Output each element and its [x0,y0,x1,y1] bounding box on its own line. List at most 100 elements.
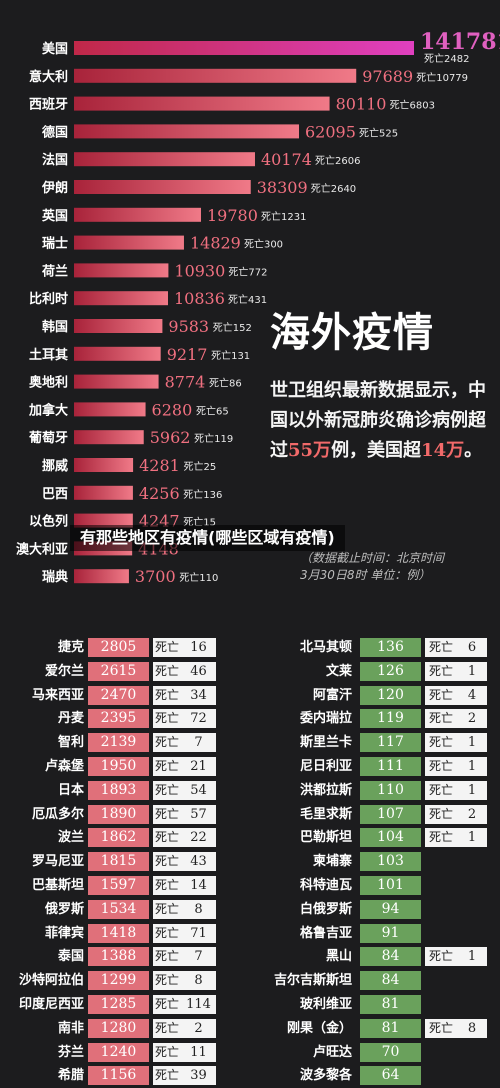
death-label: 死亡2482 [424,52,469,65]
country-name: 委内瑞拉 [299,711,352,727]
table-row: 白俄罗斯 94 [262,898,500,922]
table-row: 巴勒斯坦 104 死亡 1 [262,826,500,850]
table-row: 爱尔兰 2615 死亡 46 [0,660,250,684]
country-name: 捷克 [57,640,84,655]
death-label: 死亡 [153,994,181,1014]
case-count: 101 [360,875,421,895]
category-label: 加拿大 [28,402,68,418]
table-row: 刚果（金） 81 死亡 8 [262,1017,500,1041]
death-count: 1 [457,756,487,776]
case-count: 117 [360,733,421,753]
case-count: 119 [360,709,421,729]
bar [74,180,251,194]
death-label: 死亡 [153,756,181,776]
death-label: 死亡 [153,1018,181,1038]
country-name: 爱尔兰 [44,663,84,679]
summary-part-2: 例，美国超 [331,440,422,461]
death-label: 死亡 [153,804,181,824]
death-label: 死亡 [425,828,457,848]
death-label: 死亡2640 [311,182,356,195]
category-label: 西班牙 [29,97,68,113]
case-count: 120 [360,685,421,705]
death-label: 死亡 [153,733,181,753]
country-name: 文莱 [325,663,352,679]
case-count: 84 [360,971,421,991]
table-row: 芬兰 1240 死亡 11 [0,1041,250,1065]
death-label: 死亡 [425,709,457,729]
country-name: 斯里兰卡 [299,735,352,751]
country-name: 波兰 [57,830,84,846]
death-label: 死亡 [425,1018,457,1038]
bar-value-label: 3700 [135,567,176,586]
death-count: 7 [181,733,216,753]
case-count: 1388 [88,947,149,967]
country-name: 卢森堡 [44,758,84,774]
case-count: 64 [360,1066,421,1086]
table-row: 卢森堡 1950 死亡 21 [0,755,250,779]
case-count: 91 [360,923,421,943]
category-label: 法国 [42,152,68,168]
bar-value-label: 19780 [207,206,258,225]
bar [74,485,133,500]
note-line-1: （数据截止时间：北京时间 [300,551,445,565]
death-label: 死亡136 [183,488,222,501]
table-row: 洪都拉斯 110 死亡 1 [262,779,500,803]
death-label: 死亡 [153,685,181,705]
category-label: 伊朗 [41,180,68,196]
bar [74,319,163,333]
case-count: 1597 [88,875,149,895]
death-count: 7 [181,947,216,967]
death-label: 死亡 [153,780,181,800]
table-row: 泰国 1388 死亡 7 [0,945,250,969]
death-count: 72 [181,709,216,729]
death-label: 死亡 [425,780,457,800]
case-count: 2395 [88,709,149,729]
death-label: 死亡131 [211,349,250,362]
case-count: 111 [360,756,421,776]
category-label: 英国 [41,208,68,224]
country-name: 智利 [57,735,84,751]
case-count: 1299 [88,971,149,991]
case-count: 136 [360,638,421,657]
death-label: 死亡65 [196,404,229,417]
death-label: 死亡 [425,804,457,824]
table-row: 卢旺达 70 [262,1041,500,1065]
death-count: 22 [181,828,216,848]
category-label: 韩国 [42,319,68,335]
death-count: 14 [181,875,216,895]
category-label: 德国 [42,124,68,140]
overlay-title: 有那些地区有疫情(哪些区域有疫情) [70,525,345,551]
table-row: 罗马尼亚 1815 死亡 43 [0,850,250,874]
death-label: 死亡2606 [315,154,360,167]
table-row: 格鲁吉亚 91 [262,922,500,946]
country-name: 罗马尼亚 [31,854,84,870]
death-count: 2 [181,1018,216,1038]
death-count: 2 [457,804,487,824]
country-name: 吉尔吉斯斯坦 [273,973,352,989]
death-count: 114 [181,994,216,1014]
death-label: 死亡 [425,947,457,967]
bar [74,291,168,306]
country-name: 毛里求斯 [299,806,352,822]
death-label: 死亡1231 [261,210,306,223]
bar-value-label: 97689 [362,67,413,86]
case-count: 1285 [88,994,149,1014]
death-label: 死亡 [425,756,457,776]
country-name: 黑山 [325,949,352,965]
bar-value-label: 141781 [420,29,500,55]
country-name: 菲律宾 [44,925,84,941]
case-count: 70 [360,1042,421,1062]
death-label: 死亡 [153,828,181,848]
category-label: 美国 [42,41,68,57]
summary-part-3: 。 [464,440,483,461]
bar [74,458,134,472]
table-row: 印度尼西亚 1285 死亡 114 [0,993,250,1017]
table-row: 丹麦 2395 死亡 72 [0,707,250,731]
bar [74,346,161,361]
death-count: 6 [457,638,487,657]
table-row: 沙特阿拉伯 1299 死亡 8 [0,969,250,993]
death-count: 46 [181,661,216,681]
death-count: 8 [457,1018,487,1038]
summary-highlight-2: 14万 [421,440,465,461]
country-name: 日本 [57,782,84,798]
